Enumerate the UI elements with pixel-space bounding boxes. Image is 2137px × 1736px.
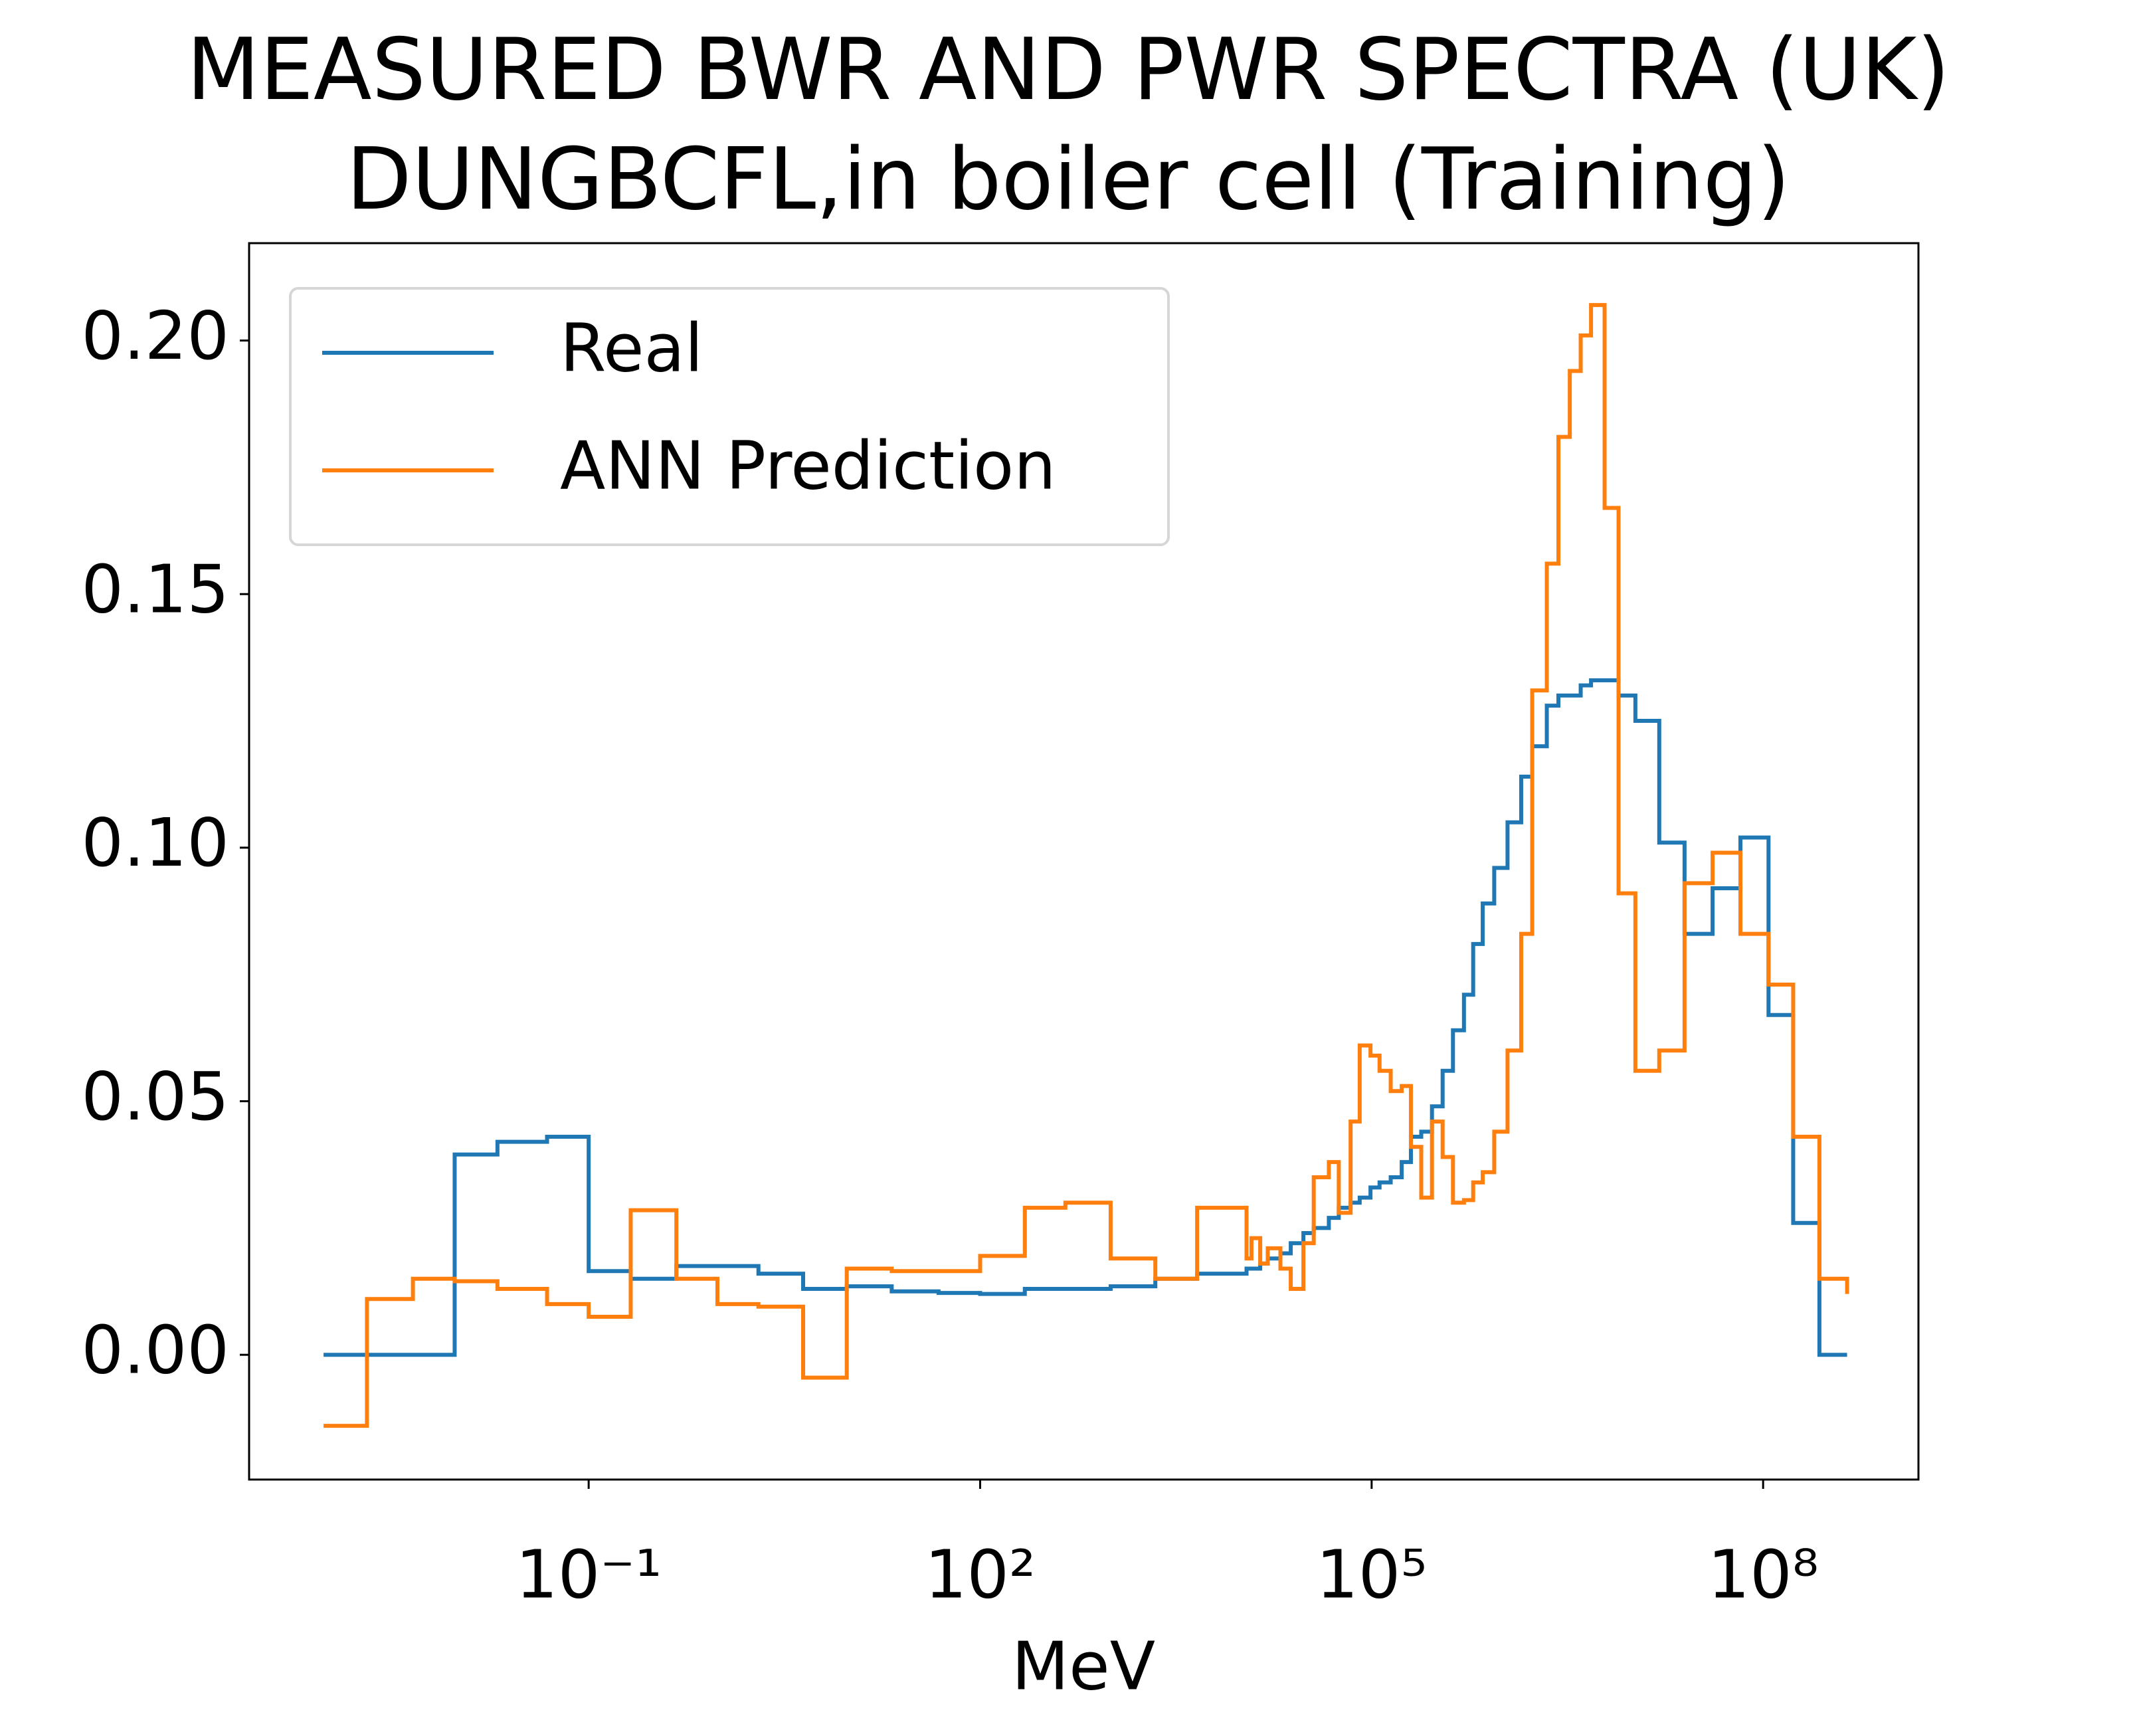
y-tick-label: 0.00	[81, 1311, 229, 1389]
x-axis-label: MeV	[1012, 1627, 1155, 1705]
y-tick-label: 0.10	[81, 804, 229, 882]
plot-frame	[248, 242, 1920, 1481]
y-tick-label: 0.15	[81, 551, 229, 628]
y-tick-label: 0.20	[81, 297, 229, 375]
y-tick-label: 0.05	[81, 1058, 229, 1135]
legend-label: Real	[560, 309, 703, 387]
x-tick-label: 10²	[925, 1535, 1036, 1613]
chart-title: DUNGBCFL,in boiler cell (Training)	[346, 130, 1790, 229]
legend-label: ANN Prediction	[560, 427, 1056, 504]
legend-box	[289, 287, 1170, 546]
x-tick-label: 10⁵	[1316, 1535, 1427, 1613]
series-line	[324, 303, 1849, 1428]
chart-title: MEASURED BWR AND PWR SPECTRA (UK)	[187, 21, 1950, 120]
x-tick-label: 10⁻¹	[515, 1535, 662, 1613]
x-tick-label: 10⁸	[1707, 1535, 1818, 1613]
